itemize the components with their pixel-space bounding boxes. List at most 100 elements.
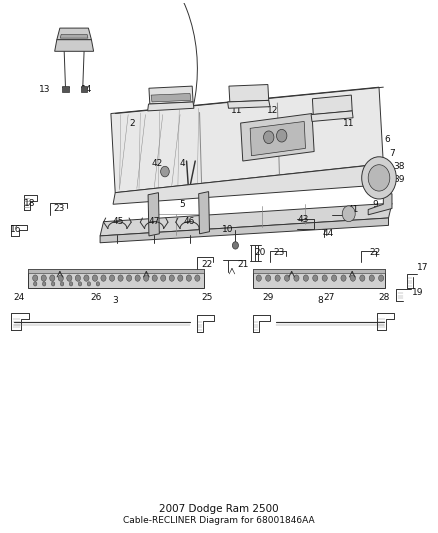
Text: 29: 29 bbox=[263, 293, 274, 302]
Circle shape bbox=[178, 275, 183, 281]
Polygon shape bbox=[151, 93, 191, 102]
Circle shape bbox=[92, 275, 98, 281]
Text: 42: 42 bbox=[152, 159, 163, 167]
Polygon shape bbox=[253, 269, 385, 288]
Text: 19: 19 bbox=[412, 288, 424, 297]
Text: 24: 24 bbox=[14, 293, 25, 302]
Polygon shape bbox=[100, 203, 392, 236]
Circle shape bbox=[360, 275, 365, 281]
Text: 11: 11 bbox=[230, 107, 242, 116]
Circle shape bbox=[332, 275, 337, 281]
Polygon shape bbox=[311, 111, 353, 122]
Circle shape bbox=[161, 166, 169, 177]
Circle shape bbox=[313, 275, 318, 281]
Circle shape bbox=[303, 275, 308, 281]
Circle shape bbox=[294, 275, 299, 281]
Circle shape bbox=[144, 275, 149, 281]
Polygon shape bbox=[250, 122, 305, 156]
Circle shape bbox=[276, 130, 287, 142]
Polygon shape bbox=[55, 39, 94, 51]
Text: 4: 4 bbox=[180, 159, 185, 167]
Text: 11: 11 bbox=[343, 118, 354, 127]
Circle shape bbox=[110, 275, 115, 281]
Circle shape bbox=[169, 275, 174, 281]
Text: 14: 14 bbox=[81, 85, 93, 94]
Polygon shape bbox=[113, 164, 385, 204]
Text: 13: 13 bbox=[39, 85, 51, 94]
Polygon shape bbox=[368, 193, 392, 215]
Polygon shape bbox=[148, 102, 194, 111]
Text: 6: 6 bbox=[385, 135, 391, 144]
Polygon shape bbox=[28, 269, 204, 273]
Circle shape bbox=[118, 275, 123, 281]
Text: 44: 44 bbox=[322, 229, 334, 238]
Circle shape bbox=[96, 282, 100, 286]
Text: 25: 25 bbox=[201, 293, 212, 302]
Text: 47: 47 bbox=[148, 216, 160, 225]
Circle shape bbox=[341, 275, 346, 281]
Circle shape bbox=[78, 282, 82, 286]
Circle shape bbox=[369, 275, 374, 281]
Polygon shape bbox=[148, 192, 159, 236]
Text: 43: 43 bbox=[298, 214, 309, 223]
Circle shape bbox=[195, 275, 200, 281]
Circle shape bbox=[342, 206, 355, 222]
Circle shape bbox=[378, 275, 384, 281]
Text: 18: 18 bbox=[24, 199, 35, 208]
Text: 3: 3 bbox=[112, 296, 118, 305]
Text: 39: 39 bbox=[393, 175, 405, 184]
Text: 12: 12 bbox=[267, 107, 279, 116]
Circle shape bbox=[161, 275, 166, 281]
Circle shape bbox=[233, 241, 238, 249]
Circle shape bbox=[152, 275, 157, 281]
Text: 17: 17 bbox=[417, 263, 428, 272]
Circle shape bbox=[32, 275, 38, 281]
Text: 2: 2 bbox=[130, 118, 135, 127]
Polygon shape bbox=[240, 114, 314, 161]
Text: 23: 23 bbox=[53, 204, 65, 213]
Circle shape bbox=[284, 275, 290, 281]
Text: 38: 38 bbox=[393, 162, 405, 171]
Circle shape bbox=[350, 275, 356, 281]
Circle shape bbox=[87, 282, 91, 286]
Circle shape bbox=[84, 275, 89, 281]
Polygon shape bbox=[60, 35, 88, 38]
Polygon shape bbox=[81, 86, 87, 92]
Polygon shape bbox=[100, 218, 389, 243]
Polygon shape bbox=[149, 86, 193, 104]
Text: 9: 9 bbox=[373, 200, 378, 209]
Circle shape bbox=[265, 275, 271, 281]
Text: 26: 26 bbox=[90, 293, 102, 302]
Text: 41: 41 bbox=[347, 205, 359, 214]
Circle shape bbox=[127, 275, 132, 281]
Circle shape bbox=[60, 282, 64, 286]
Text: 15: 15 bbox=[249, 100, 261, 109]
Circle shape bbox=[256, 275, 261, 281]
Circle shape bbox=[42, 282, 46, 286]
Text: 22: 22 bbox=[201, 261, 212, 269]
Circle shape bbox=[264, 131, 274, 143]
Circle shape bbox=[275, 275, 280, 281]
Text: 23: 23 bbox=[273, 248, 284, 257]
Circle shape bbox=[49, 275, 55, 281]
Text: 45: 45 bbox=[113, 216, 124, 225]
Text: 1: 1 bbox=[231, 100, 237, 109]
Circle shape bbox=[67, 275, 72, 281]
Circle shape bbox=[69, 282, 73, 286]
Text: 22: 22 bbox=[369, 248, 380, 257]
Polygon shape bbox=[111, 87, 383, 192]
Text: 21: 21 bbox=[237, 261, 248, 269]
Circle shape bbox=[368, 165, 390, 191]
Circle shape bbox=[322, 275, 327, 281]
Polygon shape bbox=[28, 269, 204, 288]
Polygon shape bbox=[57, 28, 92, 39]
Circle shape bbox=[362, 157, 396, 199]
Circle shape bbox=[33, 282, 37, 286]
Polygon shape bbox=[199, 191, 209, 234]
Circle shape bbox=[101, 275, 106, 281]
Text: Cable-RECLINER Diagram for 68001846AA: Cable-RECLINER Diagram for 68001846AA bbox=[123, 516, 315, 525]
Circle shape bbox=[186, 275, 191, 281]
Text: 5: 5 bbox=[180, 200, 185, 209]
Text: 8: 8 bbox=[318, 296, 324, 305]
Circle shape bbox=[51, 282, 55, 286]
